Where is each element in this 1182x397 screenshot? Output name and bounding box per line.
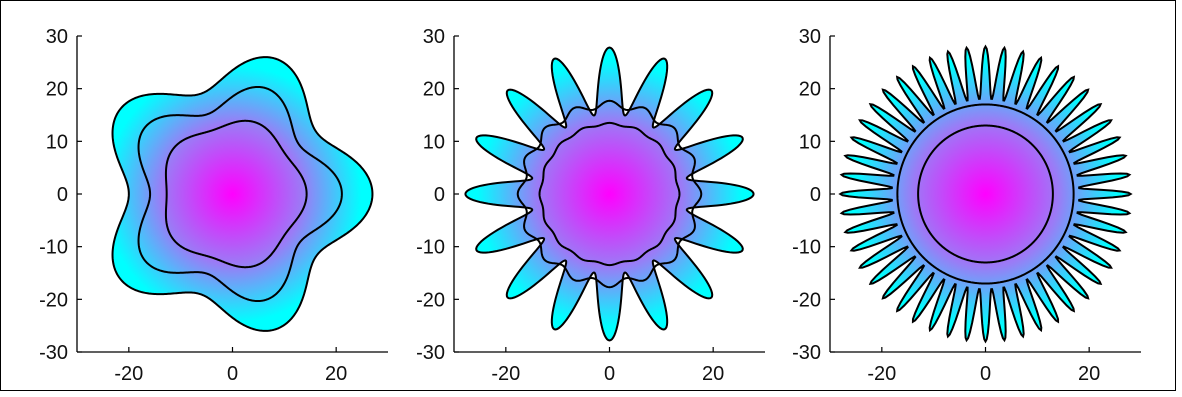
x-tick-label: 0 (980, 363, 991, 385)
y-tick-label: -30 (416, 342, 445, 364)
y-tick-label: 30 (46, 26, 68, 48)
y-tick-label: -30 (39, 342, 68, 364)
y-tick-label: -10 (39, 237, 68, 259)
y-tick-label: 10 (46, 131, 68, 153)
y-tick-label: -20 (792, 289, 821, 311)
y-tick-label: 20 (46, 79, 68, 101)
y-tick-label: 20 (799, 79, 821, 101)
contour-level-2 (896, 103, 1075, 285)
contour-level-1-filled (838, 44, 1133, 344)
contour-level-3 (164, 119, 308, 269)
y-tick-label: 0 (810, 184, 821, 206)
chart-panel-3: 30 20 10 0 -10 -20 -30 -20 0 20 (792, 26, 1141, 385)
contour-level-2 (137, 85, 343, 303)
y-tick-label: 0 (57, 184, 68, 206)
y-tick-label: -20 (416, 289, 445, 311)
contour-level-2 (516, 99, 703, 289)
x-tick-label: 20 (325, 363, 347, 385)
x-tick-label: 20 (1078, 363, 1100, 385)
y-tick-label: -10 (416, 237, 445, 259)
x-tick-label: 20 (702, 363, 724, 385)
contour-level-1-filled (111, 56, 374, 332)
y-tick-label: -30 (792, 342, 821, 364)
contour-level-1-filled (464, 46, 755, 342)
x-tick-label: -20 (491, 363, 520, 385)
y-tick-label: -10 (792, 237, 821, 259)
chart-panel-2: 30 20 10 0 -10 -20 -30 -20 0 20 (416, 26, 765, 385)
y-tick-label: 10 (799, 131, 821, 153)
chart-panel-1: 30 20 10 0 -10 -20 -30 -20 0 20 (39, 26, 388, 385)
contour-level-3 (538, 121, 681, 267)
y-tick-label: 20 (423, 79, 445, 101)
x-tick-label: 0 (227, 363, 238, 385)
y-tick-label: 10 (423, 131, 445, 153)
x-tick-label: -20 (867, 363, 896, 385)
contour-level-3 (917, 124, 1054, 264)
y-tick-label: 30 (799, 26, 821, 48)
y-tick-label: -20 (39, 289, 68, 311)
y-tick-label: 0 (434, 184, 445, 206)
chart-panels: 30 20 10 0 -10 -20 -30 -20 0 20 30 20 10 0 -10 -20 -30 -2… (39, 26, 1141, 385)
x-tick-label: 0 (604, 363, 615, 385)
x-tick-label: -20 (114, 363, 143, 385)
y-tick-label: 30 (423, 26, 445, 48)
